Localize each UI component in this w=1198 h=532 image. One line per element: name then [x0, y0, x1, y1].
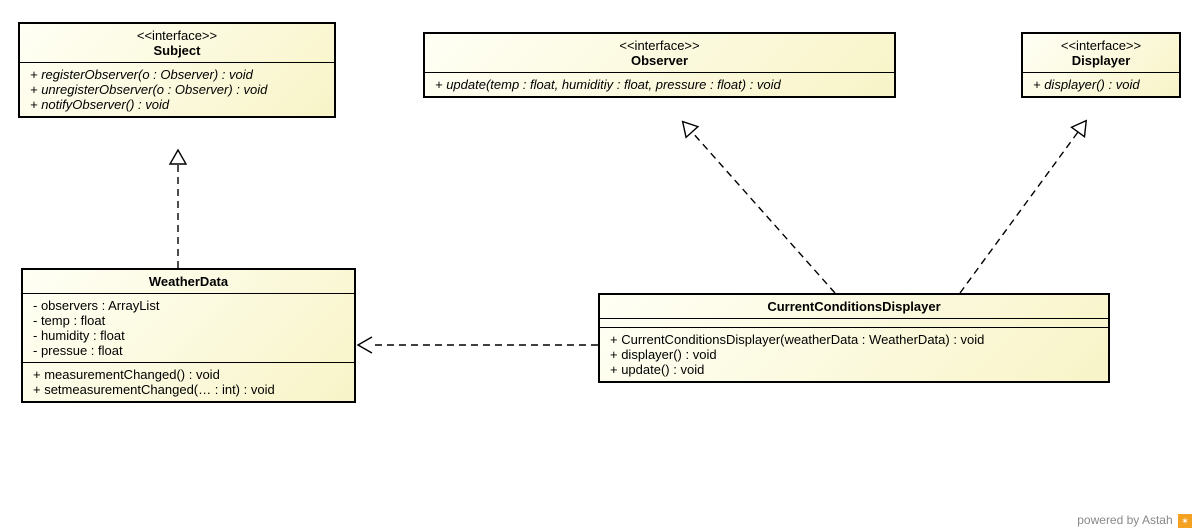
operations-section: + update(temp : float, humiditiy : float…	[425, 73, 894, 96]
connector-realization-currentconditions-displayer	[960, 116, 1093, 293]
connector-realization-currentconditions-observer	[677, 116, 835, 293]
operation: + setmeasurementChanged(… : int) : void	[33, 382, 344, 397]
operations-section: + CurrentConditionsDisplayer(weatherData…	[600, 328, 1108, 381]
class-header: WeatherData	[23, 270, 354, 294]
class-name: Displayer	[1033, 53, 1169, 68]
footer-text: powered by Astah	[1077, 513, 1172, 527]
connector-dependency-currentconditions-weatherdata	[358, 337, 598, 353]
operations-section: + registerObserver(o : Observer) : void …	[20, 63, 334, 116]
stereotype-label: <<interface>>	[435, 38, 884, 53]
class-name: Subject	[30, 43, 324, 58]
class-name: Observer	[435, 53, 884, 68]
class-name: WeatherData	[33, 274, 344, 289]
operations-section: + measurementChanged() : void + setmeasu…	[23, 363, 354, 401]
operation: + update(temp : float, humiditiy : float…	[435, 77, 884, 92]
operation: + displayer() : void	[1033, 77, 1169, 92]
operation: + notifyObserver() : void	[30, 97, 324, 112]
class-weatherdata: WeatherData - observers : ArrayList - te…	[21, 268, 356, 403]
operation: + displayer() : void	[610, 347, 1098, 362]
class-header: CurrentConditionsDisplayer	[600, 295, 1108, 319]
class-observer: <<interface>> Observer + update(temp : f…	[423, 32, 896, 98]
operation: + CurrentConditionsDisplayer(weatherData…	[610, 332, 1098, 347]
connector-realization-weatherdata-subject	[170, 150, 186, 268]
stereotype-label: <<interface>>	[1033, 38, 1169, 53]
class-subject: <<interface>> Subject + registerObserver…	[18, 22, 336, 118]
attributes-section	[600, 319, 1108, 328]
class-displayer: <<interface>> Displayer + displayer() : …	[1021, 32, 1181, 98]
attribute: - observers : ArrayList	[33, 298, 344, 313]
attribute: - pressue : float	[33, 343, 344, 358]
attributes-section: - observers : ArrayList - temp : float -…	[23, 294, 354, 363]
astah-logo-icon: ✶	[1178, 514, 1192, 528]
attribute: - humidity : float	[33, 328, 344, 343]
class-header: <<interface>> Observer	[425, 34, 894, 73]
operation: + measurementChanged() : void	[33, 367, 344, 382]
footer-credit: powered by Astah ✶	[1077, 513, 1192, 528]
class-name: CurrentConditionsDisplayer	[610, 299, 1098, 314]
operation: + registerObserver(o : Observer) : void	[30, 67, 324, 82]
operation: + update() : void	[610, 362, 1098, 377]
operations-section: + displayer() : void	[1023, 73, 1179, 96]
stereotype-label: <<interface>>	[30, 28, 324, 43]
attribute: - temp : float	[33, 313, 344, 328]
operation: + unregisterObserver(o : Observer) : voi…	[30, 82, 324, 97]
class-header: <<interface>> Subject	[20, 24, 334, 63]
class-header: <<interface>> Displayer	[1023, 34, 1179, 73]
class-currentconditions: CurrentConditionsDisplayer + CurrentCond…	[598, 293, 1110, 383]
